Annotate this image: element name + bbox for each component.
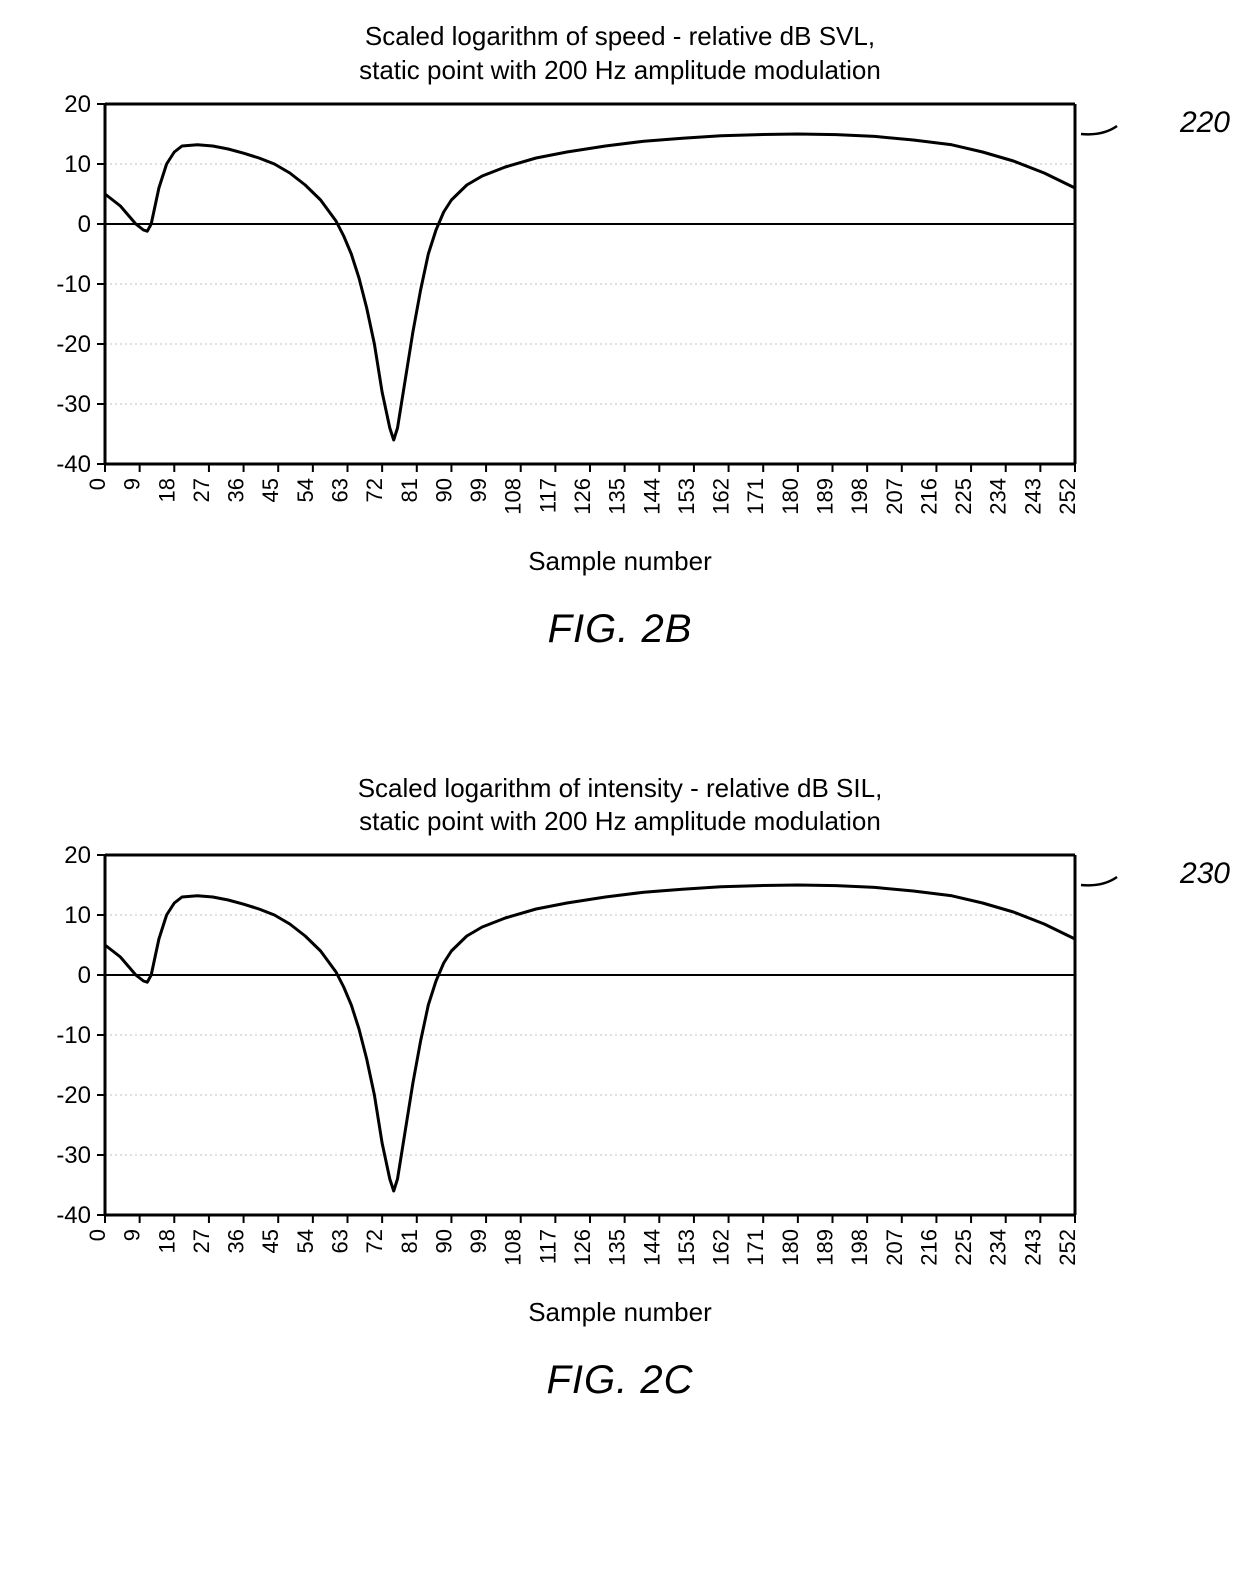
x-axis-label: Sample number <box>20 1297 1220 1328</box>
xtick-label: 243 <box>1020 1229 1045 1266</box>
ref-leader <box>1081 877 1117 885</box>
ytick-label: -20 <box>56 1082 91 1109</box>
xtick-label: 198 <box>847 1229 872 1266</box>
xtick-label: 207 <box>882 478 907 515</box>
ytick-label: -10 <box>56 271 91 298</box>
chart-area: -40-30-20-100102009182736455463728190991… <box>20 845 1220 1285</box>
xtick-label: 144 <box>639 1229 664 1266</box>
xtick-label: 216 <box>916 478 941 515</box>
xtick-label: 54 <box>293 478 318 502</box>
xtick-label: 117 <box>535 478 560 513</box>
xtick-label: 162 <box>709 1229 734 1266</box>
xtick-label: 234 <box>986 478 1011 515</box>
chart-title: Scaled logarithm of intensity - relative… <box>20 772 1220 840</box>
xtick-label: 72 <box>362 1229 387 1253</box>
xtick-label: 0 <box>85 1229 110 1241</box>
ytick-label: 20 <box>64 94 91 118</box>
xtick-label: 27 <box>189 478 214 502</box>
x-axis-label: Sample number <box>20 546 1220 577</box>
xtick-label: 90 <box>431 478 456 502</box>
xtick-label: 18 <box>154 478 179 502</box>
xtick-label: 36 <box>224 478 249 502</box>
ytick-label: -40 <box>56 1202 91 1229</box>
ref-label: 230 <box>1180 857 1230 891</box>
ref-label: 220 <box>1180 106 1230 140</box>
xtick-label: 180 <box>778 478 803 515</box>
ytick-label: 10 <box>64 151 91 178</box>
chart-title-line1: Scaled logarithm of intensity - relative… <box>20 772 1220 806</box>
chart-title-line2: static point with 200 Hz amplitude modul… <box>20 805 1220 839</box>
xtick-label: 108 <box>501 1229 526 1266</box>
figure-caption: FIG. 2B <box>20 607 1220 652</box>
ytick-label: -20 <box>56 331 91 358</box>
fig2c-block: Scaled logarithm of intensity - relative… <box>20 772 1220 1404</box>
xtick-label: 54 <box>293 1229 318 1253</box>
xtick-label: 171 <box>743 478 768 515</box>
chart-svg: -40-30-20-100102009182736455463728190991… <box>20 845 1140 1285</box>
xtick-label: 153 <box>674 478 699 515</box>
xtick-label: 198 <box>847 478 872 515</box>
chart-title-line2: static point with 200 Hz amplitude modul… <box>20 54 1220 88</box>
ytick-label: -40 <box>56 451 91 478</box>
xtick-label: 180 <box>778 1229 803 1266</box>
ytick-label: -30 <box>56 391 91 418</box>
xtick-label: 108 <box>501 478 526 515</box>
ytick-label: 20 <box>64 845 91 869</box>
xtick-label: 63 <box>328 478 353 502</box>
chart-svg: -40-30-20-100102009182736455463728190991… <box>20 94 1140 534</box>
xtick-label: 45 <box>258 478 283 502</box>
xtick-label: 252 <box>1055 478 1080 515</box>
xtick-label: 234 <box>986 1229 1011 1266</box>
chart-title: Scaled logarithm of speed - relative dB … <box>20 20 1220 88</box>
xtick-label: 90 <box>431 1229 456 1253</box>
xtick-label: 135 <box>605 478 630 515</box>
xtick-label: 225 <box>951 478 976 515</box>
xtick-label: 63 <box>328 1229 353 1253</box>
xtick-label: 72 <box>362 478 387 502</box>
xtick-label: 216 <box>916 1229 941 1266</box>
xtick-label: 225 <box>951 1229 976 1266</box>
xtick-label: 81 <box>397 478 422 502</box>
xtick-label: 45 <box>258 1229 283 1253</box>
xtick-label: 27 <box>189 1229 214 1253</box>
xtick-label: 36 <box>224 1229 249 1253</box>
xtick-label: 153 <box>674 1229 699 1266</box>
xtick-label: 189 <box>813 1229 838 1266</box>
xtick-label: 171 <box>743 1229 768 1266</box>
xtick-label: 99 <box>466 478 491 502</box>
ytick-label: -30 <box>56 1142 91 1169</box>
ytick-label: 0 <box>78 211 91 238</box>
xtick-label: 99 <box>466 1229 491 1253</box>
ytick-label: 10 <box>64 902 91 929</box>
xtick-label: 117 <box>535 1229 560 1264</box>
xtick-label: 189 <box>813 478 838 515</box>
xtick-label: 243 <box>1020 478 1045 515</box>
xtick-label: 81 <box>397 1229 422 1253</box>
xtick-label: 9 <box>120 1229 145 1241</box>
xtick-label: 162 <box>709 478 734 515</box>
xtick-label: 135 <box>605 1229 630 1266</box>
xtick-label: 144 <box>639 478 664 515</box>
figure-caption: FIG. 2C <box>20 1358 1220 1403</box>
xtick-label: 126 <box>570 478 595 515</box>
xtick-label: 126 <box>570 1229 595 1266</box>
xtick-label: 252 <box>1055 1229 1080 1266</box>
chart-area: -40-30-20-100102009182736455463728190991… <box>20 94 1220 534</box>
fig2b-block: Scaled logarithm of speed - relative dB … <box>20 20 1220 652</box>
xtick-label: 18 <box>154 1229 179 1253</box>
xtick-label: 207 <box>882 1229 907 1266</box>
ref-leader <box>1081 126 1117 134</box>
ytick-label: -10 <box>56 1022 91 1049</box>
xtick-label: 0 <box>85 478 110 490</box>
chart-title-line1: Scaled logarithm of speed - relative dB … <box>20 20 1220 54</box>
ytick-label: 0 <box>78 962 91 989</box>
xtick-label: 9 <box>120 478 145 490</box>
